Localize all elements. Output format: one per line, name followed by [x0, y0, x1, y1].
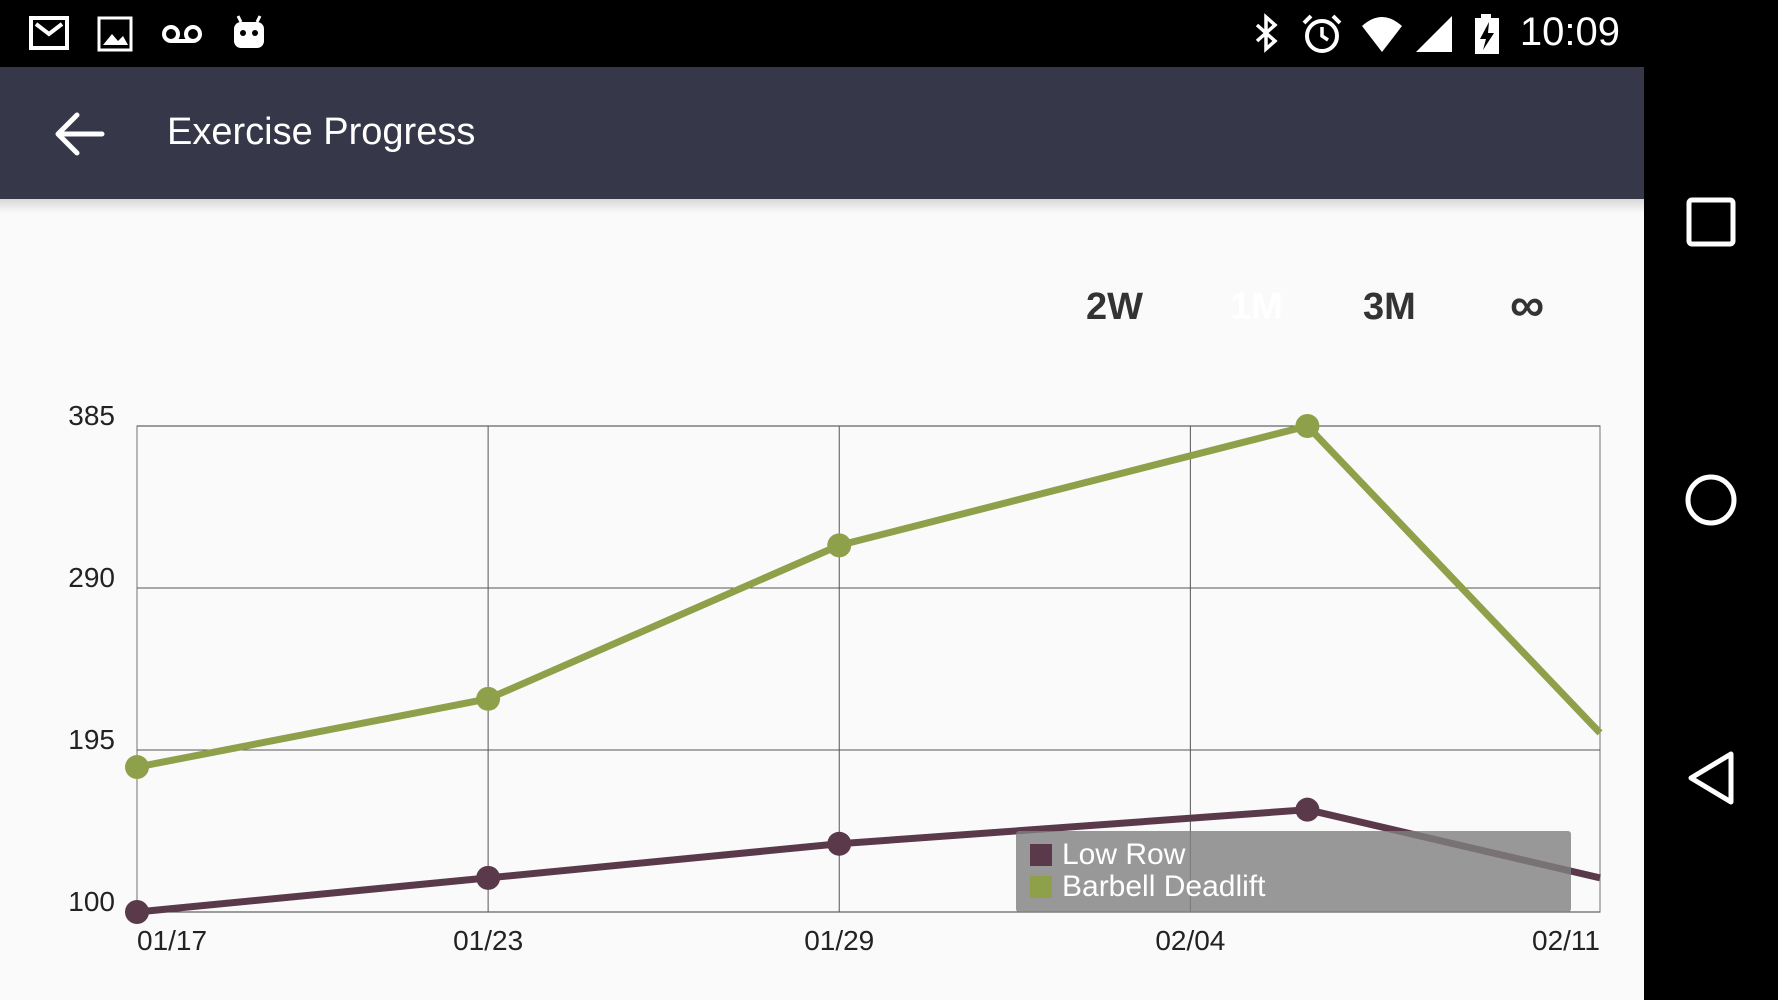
status-time: 10:09	[1519, 10, 1620, 54]
gmail-icon	[29, 16, 69, 50]
y-tick-label: 100	[68, 886, 115, 917]
wifi-icon	[1362, 17, 1402, 52]
data-point-low-row	[827, 831, 852, 856]
arrow-back-icon[interactable]	[50, 109, 110, 159]
x-tick-label: 01/17	[137, 925, 207, 956]
y-tick-label: 195	[68, 724, 115, 755]
legend-item-barbell-deadlift: Barbell Deadlift	[1030, 870, 1266, 903]
home-circle-icon[interactable]	[1681, 470, 1741, 530]
range-tab-2w[interactable]: 2W	[1086, 286, 1143, 328]
x-tick-label: 01/29	[804, 925, 874, 956]
navigation-bar	[1644, 0, 1778, 1000]
series-line-barbell-deadlift	[136, 422, 1603, 771]
data-point-barbell-deadlift	[125, 755, 149, 780]
data-point-low-row	[125, 900, 149, 924]
recents-square-icon[interactable]	[1681, 192, 1741, 252]
legend-label: Barbell Deadlift	[1062, 870, 1266, 903]
page-title: Exercise Progress	[167, 111, 476, 153]
data-point-low-row	[1295, 797, 1320, 822]
app-bar: Exercise Progress	[0, 67, 1644, 199]
gallery-icon	[97, 16, 133, 52]
bluetooth-icon	[1255, 13, 1278, 53]
legend-label: Low Row	[1062, 838, 1186, 871]
app-bar-shadow	[0, 199, 1644, 213]
x-tick-label: 02/04	[1155, 925, 1225, 956]
voicemail-icon	[162, 25, 202, 43]
data-point-barbell-deadlift	[1295, 414, 1320, 438]
data-point-barbell-deadlift	[476, 686, 501, 711]
data-point-low-row	[476, 865, 501, 890]
range-tab-1m[interactable]: 1M	[1230, 286, 1283, 328]
range-tab-3m[interactable]: 3M	[1363, 286, 1416, 328]
data-point-barbell-deadlift	[827, 533, 852, 558]
x-tick-label: 02/11	[1532, 925, 1600, 956]
chart-legend: Low Row Barbell Deadlift	[1016, 831, 1571, 912]
legend-swatch-barbell-deadlift	[1030, 876, 1052, 898]
x-tick-label: 01/23	[453, 925, 523, 956]
alarm-icon	[1302, 14, 1342, 53]
back-triangle-icon[interactable]	[1681, 748, 1741, 808]
legend-swatch-low-row	[1030, 844, 1052, 866]
status-bar: 10:09	[0, 0, 1644, 67]
range-tab-all[interactable]: ∞	[1510, 279, 1545, 332]
y-tick-label: 290	[68, 562, 115, 593]
signal-icon	[1416, 16, 1452, 52]
y-tick-label: 385	[68, 400, 115, 431]
battery-charging-icon	[1475, 14, 1499, 54]
legend-item-low-row: Low Row	[1030, 838, 1186, 871]
android-icon	[234, 15, 264, 48]
